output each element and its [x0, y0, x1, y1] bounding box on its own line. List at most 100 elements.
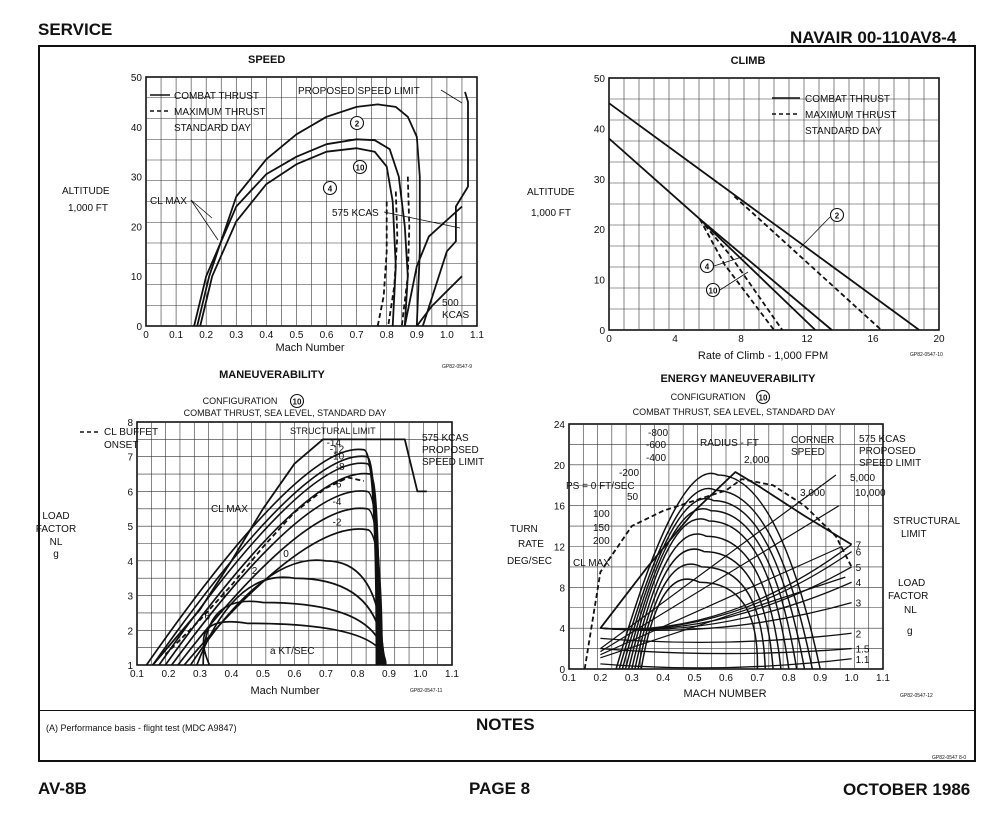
energy-ytick-label: 4: [559, 624, 565, 635]
energy-r-5000: 5,000: [850, 473, 875, 484]
speed-500-kcas: KCAS: [442, 310, 470, 321]
energy-ps-contour-5: [631, 533, 782, 670]
energy-lf-label: 4: [856, 578, 862, 589]
speed-xtick-label: 0.6: [320, 330, 334, 341]
maneuver-575-label: 575 KCAS: [422, 433, 469, 444]
maneuver-legend-1: CL BUFFET: [104, 427, 158, 438]
speed-xtick-label: 0.1: [169, 330, 183, 341]
energy-proposed-label: PROPOSED: [859, 446, 916, 457]
speed-series-6: [403, 205, 463, 327]
footer-center: PAGE 8: [469, 779, 531, 798]
maneuver-config-label: CONFIGURATION: [203, 396, 278, 406]
climb-series-5: [699, 218, 775, 331]
energy-lf-line-7: [600, 543, 852, 630]
climb-xtick-label: 4: [672, 334, 678, 345]
speed-xtick-label: 1.0: [440, 330, 454, 341]
climb-series-2: [608, 137, 833, 331]
energy-ytick-label: 12: [554, 543, 566, 554]
notes-code: GP82-0547 8-0: [932, 755, 967, 761]
maneuverability-xtick-label: 0.6: [288, 669, 302, 680]
climb-4-leader: [713, 255, 746, 267]
energy-xtick-label: 0.5: [688, 673, 702, 684]
maneuverability-ytick-label: 1: [127, 661, 133, 672]
maneuverability-ytick-label: 7: [127, 453, 133, 464]
speed-clmax-leader1: [190, 199, 213, 219]
climb-xtick-label: 16: [867, 334, 879, 345]
speed-config-4: 4: [328, 185, 333, 194]
speed-500-label: 500: [442, 298, 459, 309]
energy-575-label: 575 KCAS: [859, 434, 906, 445]
speed-xtick-label: 0.7: [350, 330, 364, 341]
climb-xtick-label: 8: [738, 334, 744, 345]
climb-config-4-circle: [699, 258, 715, 274]
energy-ps0-label: PS = 0 FT/SEC: [566, 481, 635, 492]
energy-config-label: CONFIGURATION: [671, 392, 746, 402]
speed-ylabel-1: ALTITUDE: [62, 186, 110, 197]
energy-series-1: [599, 471, 853, 629]
maneuverability-xtick-label: 0.3: [193, 669, 207, 680]
maneuver-legend-2: ONSET: [104, 440, 138, 451]
energy-ytick-label: 0: [559, 665, 565, 676]
maneuverability-ytick-label: 8: [127, 418, 133, 429]
energy-radius-line-2: [600, 545, 843, 656]
speed-series-0: [196, 103, 421, 327]
speed-legend-stdday: STANDARD DAY: [174, 123, 251, 134]
maneuverability-ytick-label: 6: [127, 487, 133, 498]
energy-ylabel-2: RATE: [518, 539, 544, 550]
energy-g-label: g: [907, 626, 913, 637]
speed-ytick-label: 20: [131, 222, 143, 233]
speed-xtick-label: 0.3: [229, 330, 243, 341]
speed-ytick-label: 50: [131, 73, 143, 84]
maneuver-contour-6: [183, 528, 383, 666]
climb-config-10-circle: [705, 282, 721, 298]
climb-2-leader: [799, 216, 831, 249]
speed-series-5: [376, 201, 388, 327]
speed-xtick-label: 1.1: [470, 330, 484, 341]
energy-r-10000: 10,000: [855, 488, 886, 499]
energy-radius-line-0: [600, 474, 837, 650]
energy-ps-50: 50: [627, 492, 639, 503]
maneuverability-xtick-label: 0.8: [351, 669, 365, 680]
speed-xtick-label: 0: [143, 330, 149, 341]
energy-corner-label: CORNER: [791, 435, 834, 446]
energy-xtick-label: 1.1: [876, 673, 890, 684]
notes-title: NOTES: [476, 715, 535, 734]
speed-series-8: [421, 91, 469, 327]
maneuver-ylabel-3: NL: [50, 537, 63, 548]
maneuver-contour-label: 6: [204, 611, 210, 622]
maneuver-ylabel-2: FACTOR: [36, 524, 76, 535]
maneuver-akt-label: a KT/SEC: [270, 646, 314, 657]
maneuver-contour-label: -4: [332, 497, 341, 508]
energy-title: ENERGY MANEUVERABILITY: [660, 373, 816, 385]
climb-ylabel-1: ALTITUDE: [527, 187, 575, 198]
maneuverability-xtick-label: 0.4: [225, 669, 239, 680]
climb-legend-stdday: STANDARD DAY: [805, 126, 882, 137]
speed-ylabel-2: 1,000 FT: [68, 203, 108, 214]
maneuver-contour-label: 4: [220, 591, 226, 602]
energy-ps-contour-2: [621, 498, 806, 670]
energy-factor-label: FACTOR: [888, 591, 928, 602]
climb-config-10: 10: [709, 287, 718, 296]
maneuver-code: GP82-0547-11: [410, 688, 443, 694]
energy-xtick-label: 0.9: [813, 673, 827, 684]
energy-ps-m800: -800: [648, 428, 668, 439]
energy-ytick-label: 16: [554, 502, 566, 513]
climb-series-1: [733, 195, 882, 331]
energy-ps-m200: -200: [619, 468, 639, 479]
energy-speedlimit-label: SPEED LIMIT: [859, 458, 921, 469]
energy-lf-label: 1.5: [856, 645, 870, 656]
maneuver-contour-label: -2: [332, 518, 341, 529]
speed-xtick-label: 0.5: [290, 330, 304, 341]
maneuver-config-id: 10: [293, 398, 302, 407]
energy-lf-label: 6: [856, 548, 862, 559]
climb-series-0: [608, 102, 920, 331]
climb-xtick-label: 20: [933, 334, 945, 345]
speed-series-3: [400, 176, 411, 327]
speed-proposed-label: PROPOSED SPEED LIMIT: [298, 86, 420, 97]
maneuverability-ytick-label: 5: [127, 522, 133, 533]
energy-ps-150: 150: [593, 523, 610, 534]
energy-nl-label: NL: [904, 605, 917, 616]
speed-legend-combat: COMBAT THRUST: [174, 91, 259, 102]
notes-divider: [38, 710, 976, 711]
